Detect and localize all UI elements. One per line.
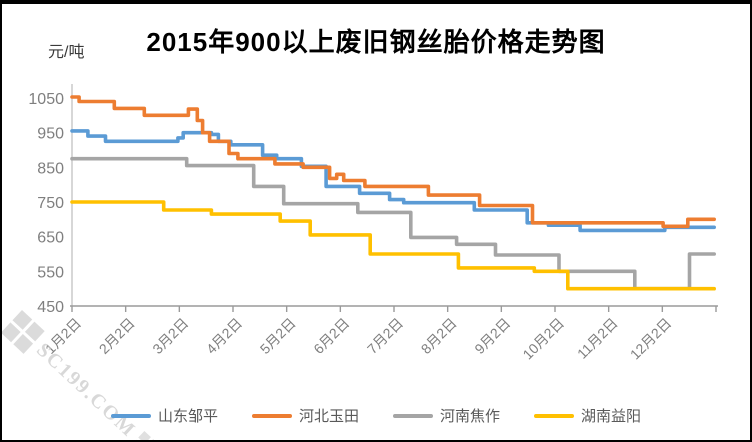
legend-label: 河北玉田 <box>298 408 359 425</box>
x-axis-tick-label: 12月2日 <box>627 315 675 363</box>
series-line-河南焦作 <box>70 156 716 291</box>
y-axis-tick-label: 650 <box>37 230 64 247</box>
legend-line-swatch <box>393 413 433 418</box>
chart-canvas: 450 550 650 750 850 950 1050 1月2日 2月2日 3月2日 4月2日 5月… <box>28 84 718 363</box>
x-axis-tick-label: 2月2日 <box>96 315 138 357</box>
legend-item-henan-jiaozuo: 河南焦作 <box>393 405 500 426</box>
y-axis-tick-label: 950 <box>37 126 64 143</box>
x-axis-tick-label: 9月2日 <box>471 315 513 357</box>
x-axis-tick-label: 7月2日 <box>364 315 406 357</box>
y-axis-tick-label: 550 <box>37 264 64 281</box>
x-axis-tick-label: 1月2日 <box>42 315 84 357</box>
x-axis-tick-label: 8月2日 <box>418 315 460 357</box>
legend-label: 山东邹平 <box>157 408 218 425</box>
chart-title: 2015年900以上废旧钢丝胎价格走势图 <box>146 27 606 57</box>
x-axis-tick-label: 10月2日 <box>519 315 567 363</box>
y-axis-tick-label: 750 <box>37 195 64 212</box>
legend-item-shandong-zouping: 山东邹平 <box>110 405 218 426</box>
legend-line-swatch <box>251 413 292 418</box>
x-axis-tick-label: 5月2日 <box>257 315 299 357</box>
y-axis-tick-label: 450 <box>37 299 64 316</box>
x-axis-tick-label: 4月2日 <box>203 315 245 357</box>
legend-line-swatch <box>110 413 151 418</box>
y-axis-tick-label: 1050 <box>28 91 64 108</box>
series-line-河北玉田 <box>70 95 716 229</box>
x-axis-tick-label: 11月2日 <box>574 315 621 362</box>
x-axis-tick-label: 3月2日 <box>149 315 191 357</box>
legend-label: 河南焦作 <box>440 408 501 425</box>
series-line-山东邹平 <box>70 129 716 233</box>
legend-item-hebei-yutian: 河北玉田 <box>251 405 359 426</box>
legend-line-swatch <box>534 413 575 418</box>
y-axis-tick-label: 850 <box>37 160 64 177</box>
legend-item-hunan-yiyang: 湖南益阳 <box>534 405 641 426</box>
y-axis-unit-label: 元/吨 <box>48 44 85 61</box>
legend-label: 湖南益阳 <box>581 408 642 425</box>
legend: 山东邹平 河北玉田 河南焦作 湖南益阳 <box>2 405 750 426</box>
x-axis-tick-label: 6月2日 <box>310 315 352 357</box>
series-line-湖南益阳 <box>70 200 716 291</box>
